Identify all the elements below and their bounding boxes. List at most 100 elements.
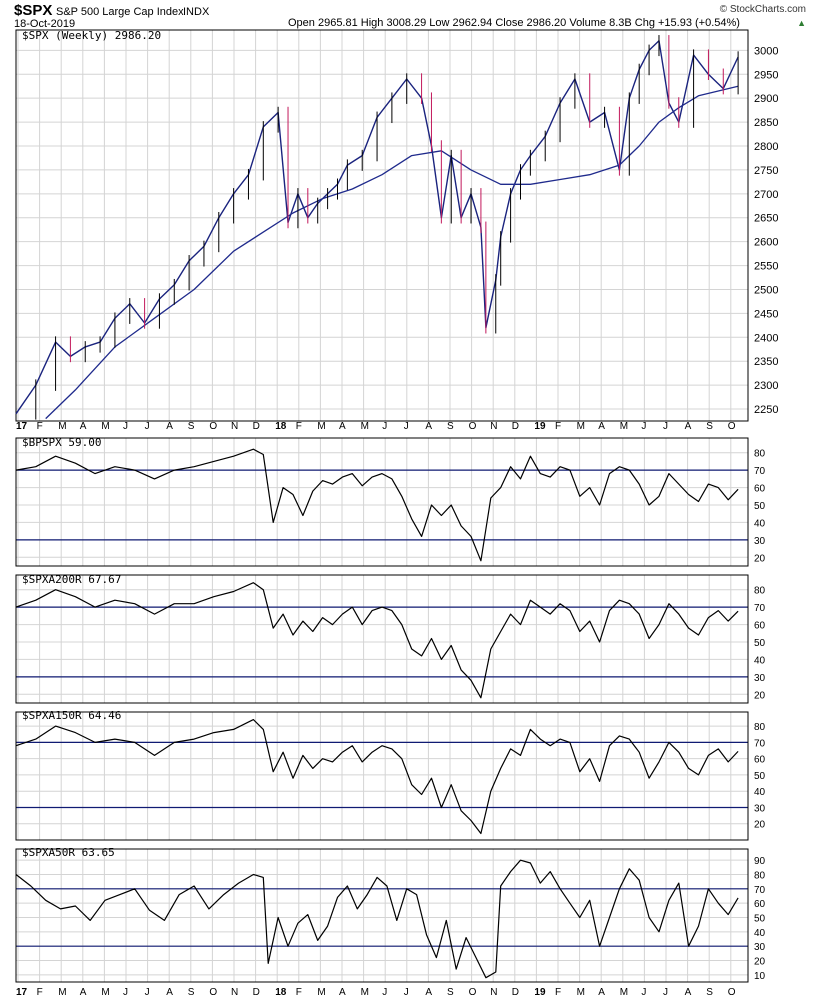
x-tick-label-top: O <box>728 421 736 432</box>
x-tick-label-top: A <box>166 421 173 432</box>
panel-frame <box>15 848 749 983</box>
y-tick-label: 2850 <box>754 117 778 129</box>
y-tick-label: 80 <box>754 871 766 882</box>
x-tick-label-bottom: N <box>231 987 238 998</box>
y-tick-label: 50 <box>754 638 766 649</box>
x-tick-label-top: J <box>145 421 150 432</box>
x-tick-label-top: A <box>339 421 346 432</box>
y-tick-label: 50 <box>754 501 766 512</box>
x-tick-label-bottom: F <box>37 987 43 998</box>
x-tick-label-top: J <box>641 421 646 432</box>
y-tick-label: 50 <box>754 914 766 925</box>
x-tick-label-top: F <box>555 421 561 432</box>
y-tick-label: 80 <box>754 586 766 597</box>
panel-frame <box>15 574 749 704</box>
panel-legends: $SPX (Weekly) 2986.20 $BPSPX 59.00 $SPXA… <box>22 29 161 859</box>
x-tick-label-top: N <box>231 421 238 432</box>
y-tick-label: 3000 <box>754 45 778 57</box>
x-tick-label-bottom: D <box>512 987 519 998</box>
x-tick-label-top: 19 <box>534 421 546 432</box>
y-tick-label: 2650 <box>754 213 778 225</box>
x-tick-label-bottom: S <box>188 987 195 998</box>
chart-panels: 2250 2300 2350 2400 2450 2500 2550 2600 2650 2700… <box>15 29 778 983</box>
x-tick-label-top: J <box>663 421 668 432</box>
y-tick-label: 40 <box>754 928 766 939</box>
breadth-line <box>15 582 739 699</box>
y-tick-label: 70 <box>754 466 766 477</box>
symbol-title: $SPX <box>14 2 52 19</box>
y-tick-label: 2350 <box>754 356 778 368</box>
x-tick-label-bottom: 18 <box>275 987 287 998</box>
y-tick-label: 70 <box>754 885 766 896</box>
breadth-line <box>15 859 739 979</box>
x-tick-label-top: O <box>209 421 217 432</box>
x-tick-label-bottom: J <box>641 987 646 998</box>
y-tick-label: 2300 <box>754 380 778 392</box>
y-tick-label: 2600 <box>754 237 778 249</box>
x-tick-label-top: M <box>101 421 109 432</box>
y-tick-label: 40 <box>754 518 766 529</box>
x-tick-label-bottom: N <box>490 987 497 998</box>
y-tick-label: 2900 <box>754 93 778 105</box>
x-tick-label-top: D <box>512 421 519 432</box>
panel-frame <box>15 711 749 841</box>
y-tick-label: 60 <box>754 755 766 766</box>
x-tick-label-top: F <box>37 421 43 432</box>
quote-summary: Open 2965.81 High 3008.29 Low 2962.94 Cl… <box>288 17 740 29</box>
x-tick-label-bottom: A <box>166 987 173 998</box>
x-tick-label-bottom: F <box>296 987 302 998</box>
x-tick-label-top: M <box>361 421 369 432</box>
y-tick-label: 50 <box>754 771 766 782</box>
up-arrow-icon: ▲ <box>797 18 806 28</box>
x-tick-label-bottom: O <box>469 987 477 998</box>
x-tick-label-bottom: 17 <box>16 987 28 998</box>
x-tick-label-bottom: D <box>253 987 260 998</box>
x-tick-label-top: M <box>58 421 66 432</box>
spxa50r-legend: $SPXA50R 63.65 <box>22 846 115 859</box>
y-tick-label: 20 <box>754 690 766 701</box>
x-tick-label-top: S <box>447 421 454 432</box>
x-tick-label-top: F <box>296 421 302 432</box>
y-tick-label: 70 <box>754 603 766 614</box>
y-tick-label: 20 <box>754 820 766 831</box>
breadth-line <box>15 448 739 562</box>
y-tick-label: 60 <box>754 484 766 495</box>
x-tick-label-bottom: J <box>123 987 128 998</box>
x-tick-label-bottom: F <box>555 987 561 998</box>
x-tick-label-top: 17 <box>16 421 28 432</box>
x-tick-label-top: M <box>317 421 325 432</box>
y-tick-label: 2800 <box>754 141 778 153</box>
y-tick-label: 40 <box>754 787 766 798</box>
x-tick-label-bottom: A <box>598 987 605 998</box>
y-tick-label: 2750 <box>754 165 778 177</box>
spxa150r-legend: $SPXA150R 64.46 <box>22 709 121 722</box>
y-tick-label: 20 <box>754 553 766 564</box>
moving-average-line <box>45 85 739 420</box>
bpspx-legend: $BPSPX 59.00 <box>22 436 101 449</box>
x-tick-label-top: A <box>80 421 87 432</box>
price-legend: $SPX (Weekly) 2986.20 <box>22 29 161 42</box>
exchange-label: INDX <box>183 6 210 18</box>
symbol-name: S&P 500 Large Cap Index <box>56 6 184 18</box>
x-tick-label-bottom: M <box>361 987 369 998</box>
x-tick-label-top: J <box>123 421 128 432</box>
y-tick-label: 30 <box>754 942 766 953</box>
x-tick-label-bottom: J <box>663 987 668 998</box>
x-tick-label-bottom: M <box>58 987 66 998</box>
y-tick-label: 2450 <box>754 308 778 320</box>
chart-header: $SPX S&P 500 Large Cap Index INDX 18-Oct… <box>14 2 806 30</box>
y-tick-label: 70 <box>754 738 766 749</box>
x-tick-label-top: J <box>404 421 409 432</box>
x-tick-label-top: M <box>620 421 628 432</box>
y-tick-label: 30 <box>754 673 766 684</box>
x-tick-label-top: J <box>382 421 387 432</box>
y-tick-label: 60 <box>754 899 766 910</box>
y-tick-label: 80 <box>754 449 766 460</box>
x-tick-label-bottom: A <box>425 987 432 998</box>
y-tick-label: 2500 <box>754 284 778 296</box>
chart-date: 18-Oct-2019 <box>14 18 75 30</box>
chart-series: 17 17 F F M M A A M M J J J J A A S S O O N N D D 18 18 F F M M A A M M J J… <box>15 35 739 998</box>
x-tick-label-bottom: O <box>209 987 217 998</box>
x-tick-label-bottom: A <box>339 987 346 998</box>
y-tick-label: 10 <box>754 971 766 982</box>
